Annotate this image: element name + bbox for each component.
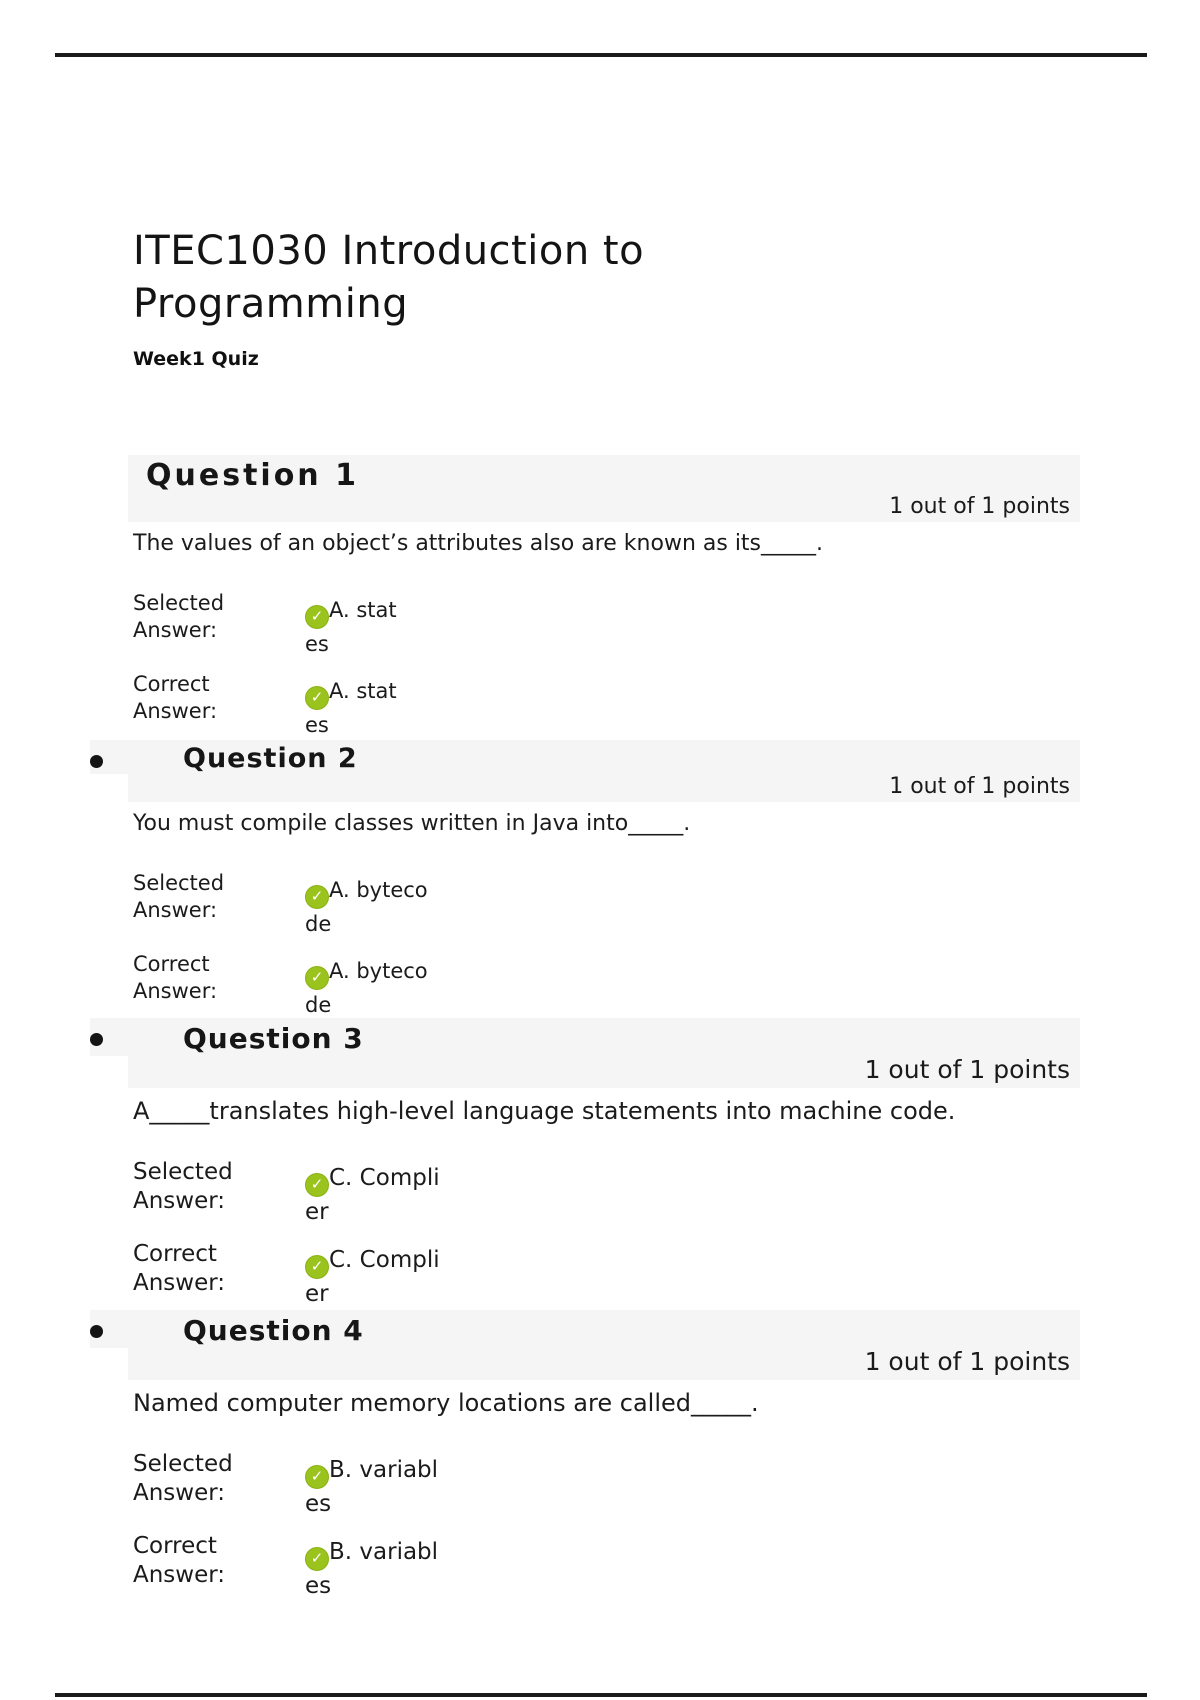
- selected-answer-value: ✓ B. variabl es: [305, 1450, 438, 1520]
- correct-answer-label: Correct Answer:: [133, 672, 218, 723]
- answer-text: B. variabl es: [305, 1539, 439, 1599]
- check-icon: ✓: [305, 1465, 329, 1489]
- answer-text: C. Compli er: [305, 1247, 440, 1307]
- check-icon: ✓: [305, 966, 329, 990]
- selected-answer-label: Selected Answer:: [133, 1159, 233, 1214]
- points-label: 1 out of 1 points: [889, 494, 1070, 519]
- answer-text: B. variabl es: [305, 1457, 439, 1517]
- answer-text: A. stat es: [305, 598, 397, 656]
- correct-answer-label: Correct Answer:: [133, 1241, 226, 1296]
- answers-section: Selected Answer: ✓ A. stat es Correct Ans…: [133, 590, 1200, 740]
- correct-answer-value: ✓ C. Compli er: [305, 1240, 440, 1310]
- points-label: 1 out of 1 points: [864, 1055, 1070, 1084]
- selected-answer-label: Selected Answer:: [133, 1451, 233, 1506]
- question-text: A_____translates high-level language sta…: [133, 1097, 956, 1125]
- selected-answer-label: Selected Answer:: [133, 591, 225, 642]
- question-heading: Question 4: [183, 1314, 364, 1347]
- selected-answer-row: Selected Answer: ✓ A. stat es: [133, 590, 1200, 659]
- selected-answer-value: ✓ A. stat es: [305, 590, 397, 659]
- question-text: You must compile classes written in Java…: [133, 811, 691, 836]
- selected-answer-row: Selected Answer: ✓ A. byteco de: [133, 870, 1200, 939]
- question-heading: Question 2: [183, 743, 358, 774]
- question-heading: Question 1: [146, 458, 359, 493]
- check-icon: ✓: [305, 1547, 329, 1571]
- question-block-4: Question 4 1 out of 1 points Named compu…: [0, 1310, 1200, 1614]
- quiz-subtitle: Week1 Quiz: [133, 348, 259, 370]
- answer-text: A. byteco de: [305, 959, 428, 1017]
- bullet-icon: [90, 755, 103, 768]
- check-icon: ✓: [305, 605, 329, 629]
- correct-answer-row: Correct Answer: ✓ C. Compli er: [133, 1240, 1200, 1310]
- question-header-band: Question 2 1 out of 1 points: [90, 740, 1080, 802]
- question-text: The values of an object’s attributes als…: [133, 531, 824, 556]
- correct-answer-row: Correct Answer: ✓ A. stat es: [133, 671, 1200, 740]
- question-heading: Question 3: [183, 1022, 364, 1055]
- correct-answer-row: Correct Answer: ✓ A. byteco de: [133, 951, 1200, 1020]
- bullet-strip: [90, 1018, 128, 1056]
- selected-answer-value: ✓ C. Compli er: [305, 1158, 440, 1228]
- answers-section: Selected Answer: ✓ B. variabl es Correct …: [133, 1450, 1200, 1602]
- question-header-band: Question 3 1 out of 1 points: [90, 1018, 1080, 1088]
- question-header-band: Question 4 1 out of 1 points: [90, 1310, 1080, 1380]
- correct-answer-value: ✓ A. byteco de: [305, 951, 428, 1020]
- question-text: Named computer memory locations are call…: [133, 1389, 759, 1417]
- selected-answer-label: Selected Answer:: [133, 871, 225, 922]
- points-label: 1 out of 1 points: [889, 774, 1070, 799]
- selected-answer-value: ✓ A. byteco de: [305, 870, 428, 939]
- answers-section: Selected Answer: ✓ C. Compli er Correct A…: [133, 1158, 1200, 1310]
- correct-answer-value: ✓ A. stat es: [305, 671, 397, 740]
- check-icon: ✓: [305, 1255, 329, 1279]
- answer-text: A. stat es: [305, 679, 397, 737]
- correct-answer-row: Correct Answer: ✓ B. variabl es: [133, 1532, 1200, 1602]
- answers-section: Selected Answer: ✓ A. byteco de Correct A…: [133, 870, 1200, 1020]
- bullet-icon: [90, 1033, 103, 1046]
- answer-text: C. Compli er: [305, 1165, 440, 1225]
- selected-answer-row: Selected Answer: ✓ C. Compli er: [133, 1158, 1200, 1228]
- check-icon: ✓: [305, 1173, 329, 1197]
- question-block-3: Question 3 1 out of 1 points A_____trans…: [0, 1018, 1200, 1322]
- correct-answer-label: Correct Answer:: [133, 952, 218, 1003]
- question-block-2: Question 2 1 out of 1 points You must co…: [0, 740, 1200, 1032]
- bullet-icon: [90, 1325, 103, 1338]
- page-title: ITEC1030 Introduction to Programming: [133, 227, 645, 327]
- selected-answer-row: Selected Answer: ✓ B. variabl es: [133, 1450, 1200, 1520]
- check-icon: ✓: [305, 885, 329, 909]
- bullet-strip: [90, 740, 128, 774]
- bottom-rule: [55, 1693, 1147, 1697]
- question-block-1: Question 1 1 out of 1 points The values …: [0, 455, 1200, 752]
- correct-answer-value: ✓ B. variabl es: [305, 1532, 438, 1602]
- check-icon: ✓: [305, 686, 329, 710]
- points-label: 1 out of 1 points: [864, 1347, 1070, 1376]
- bullet-strip: [90, 1310, 128, 1348]
- answer-text: A. byteco de: [305, 878, 428, 936]
- correct-answer-label: Correct Answer:: [133, 1533, 226, 1588]
- question-header-band: Question 1 1 out of 1 points: [128, 455, 1080, 522]
- top-rule: [55, 53, 1147, 57]
